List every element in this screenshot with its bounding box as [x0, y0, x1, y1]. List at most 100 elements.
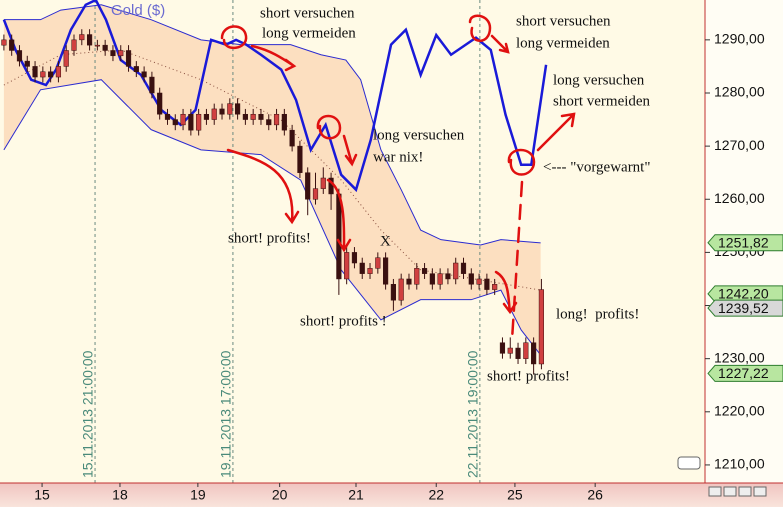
icon[interactable]: [677, 456, 701, 470]
price-tag-label: 1239,52: [718, 300, 769, 316]
annotation: X: [380, 233, 391, 249]
date-label: 22.11.2013 19:00:00: [465, 350, 481, 478]
candle-body: [453, 262, 459, 280]
price-tag: [707, 285, 783, 303]
candle-body: [48, 71, 54, 78]
y-tick-label: 1230,00: [714, 349, 765, 365]
candle-body: [63, 50, 69, 67]
candle-body: [196, 113, 202, 131]
candle-body: [484, 278, 490, 290]
candle-body: [258, 113, 264, 120]
candle-body: [110, 50, 116, 57]
icon[interactable]: [738, 486, 752, 497]
red-arrow: [490, 34, 510, 54]
candle-body: [297, 145, 303, 173]
candle-body: [227, 103, 233, 115]
red-arrow: [494, 270, 518, 315]
annotation: short! profits !: [300, 313, 387, 329]
red-circle: [316, 114, 342, 140]
red-arrow: [226, 148, 300, 225]
annotation: long! profits!: [556, 306, 639, 322]
candle-body: [460, 262, 467, 274]
y-tick-label: 1260,00: [714, 190, 765, 206]
candle-body: [180, 113, 186, 126]
candle-body: [55, 66, 62, 78]
price-tag: [707, 299, 783, 317]
icon[interactable]: [723, 486, 737, 497]
candle-body: [398, 278, 404, 301]
candle-body: [164, 113, 171, 120]
candle-body: [445, 273, 451, 280]
x-tick-label: 15: [34, 487, 50, 503]
annotation: short! profits!: [228, 230, 311, 246]
candle-body: [429, 273, 435, 285]
candle-body: [289, 129, 295, 147]
candle-body: [16, 50, 23, 62]
red-arrow: [342, 134, 358, 167]
candle-body: [390, 284, 396, 301]
candle-body: [359, 262, 365, 274]
annotation: long vermeiden: [262, 25, 356, 41]
candle-body: [242, 113, 248, 120]
candle-body: [235, 103, 241, 115]
annotation: short! profits!: [487, 368, 570, 384]
candle-body: [273, 113, 280, 126]
candle-body: [312, 188, 319, 200]
annotation: war nix!: [373, 149, 423, 165]
annotation: short vermeiden: [553, 93, 651, 109]
candle-body: [157, 92, 163, 115]
x-tick-label: 21: [348, 487, 364, 503]
candle-body: [507, 347, 513, 354]
candle-body: [118, 50, 124, 57]
icon[interactable]: [753, 486, 767, 497]
red-circle: [468, 14, 492, 42]
candle-body: [492, 284, 498, 290]
date-label: 15.11.2013 21:00:00: [80, 350, 96, 478]
x-axis-area: [0, 483, 783, 507]
candle-body: [133, 66, 139, 72]
annotation: long versuchen: [373, 127, 465, 143]
x-tick-label: 20: [272, 487, 288, 503]
red-circle: [507, 148, 536, 176]
price-tag: [707, 234, 783, 252]
icon[interactable]: [708, 486, 722, 497]
candle-body: [149, 76, 155, 94]
x-tick-label: 18: [112, 487, 128, 503]
candle-body: [1, 39, 7, 46]
labels: 15.11.2013 21:00:00 19.11.2013 17:00:00 22…: [80, 2, 651, 478]
x-tick-label: 22: [428, 487, 444, 503]
candle-body: [24, 60, 30, 67]
candle-body: [406, 278, 412, 285]
axes: 1210,001220,001230,001240,001250,001260,…: [34, 31, 783, 503]
price-tag-label: 1227,22: [718, 365, 769, 381]
candle-body: [515, 347, 521, 359]
candle-body: [211, 108, 217, 120]
candle-body: [437, 273, 443, 285]
candle-body: [250, 113, 256, 120]
candle-body: [141, 71, 147, 78]
y-tick-label: 1280,00: [714, 84, 765, 100]
date-label: 19.11.2013 17:00:00: [218, 350, 234, 478]
red-circle: [220, 25, 248, 49]
candle-body: [71, 39, 77, 51]
candle-body: [414, 268, 420, 285]
candle-body: [102, 44, 108, 51]
indicator-line: [2, 0, 548, 193]
y-tick-label: 1210,00: [714, 456, 765, 472]
x-tick-label: 25: [507, 487, 523, 503]
candle-body: [367, 268, 373, 274]
annotation: long versuchen: [553, 72, 645, 88]
candle-body: [172, 119, 178, 126]
x-tick-label: 19: [190, 487, 206, 503]
red-arrow: [250, 44, 297, 72]
red-arrow: [536, 112, 576, 152]
candle-body: [468, 273, 474, 285]
candle-body: [9, 39, 15, 51]
price-tag: [707, 364, 783, 382]
annotation: short versuchen: [516, 13, 611, 29]
annotation: long vermeiden: [516, 35, 610, 51]
candle-body: [305, 172, 311, 200]
candle-body: [523, 342, 529, 359]
indicator-line: [3, 79, 542, 356]
candle-body: [375, 257, 381, 269]
